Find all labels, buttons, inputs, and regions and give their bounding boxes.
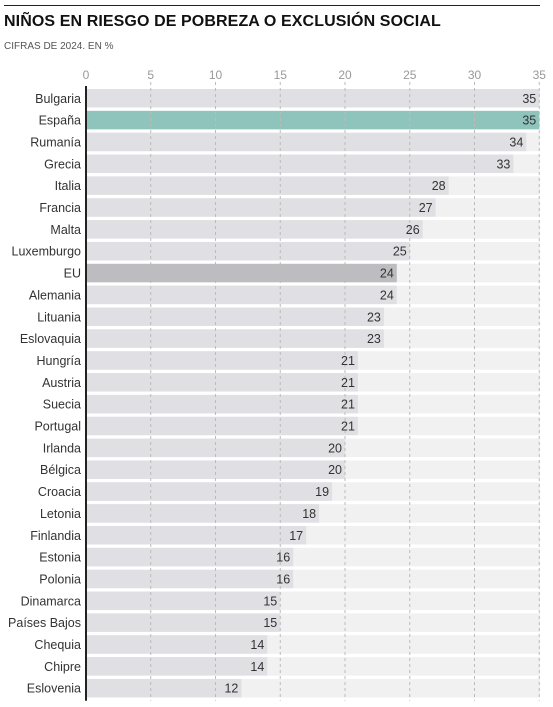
category-label: Rumanía xyxy=(30,135,81,149)
x-tick-label: 35 xyxy=(533,68,547,82)
bar xyxy=(86,329,384,348)
value-label: 20 xyxy=(328,441,342,455)
bar xyxy=(86,657,268,676)
value-label: 15 xyxy=(263,616,277,630)
category-label: Dinamarca xyxy=(21,594,81,608)
value-label: 35 xyxy=(522,114,536,128)
category-label: Alemania xyxy=(29,288,81,302)
value-label: 35 xyxy=(522,92,536,106)
bar xyxy=(86,591,281,611)
category-label: Lituania xyxy=(37,310,81,324)
value-label: 17 xyxy=(289,529,303,543)
chart-subtitle: CIFRAS DE 2024. EN % xyxy=(4,41,114,52)
bar xyxy=(86,285,397,305)
category-label: Irlanda xyxy=(43,441,81,455)
bar xyxy=(86,154,514,174)
value-label: 20 xyxy=(328,463,342,477)
category-label: EU xyxy=(64,267,81,281)
category-label: Francia xyxy=(39,201,81,215)
category-label: Polonia xyxy=(39,572,81,586)
category-label: Eslovaquia xyxy=(20,332,81,346)
category-label: Italia xyxy=(55,179,81,193)
bar xyxy=(86,110,540,130)
bar xyxy=(86,678,242,698)
value-label: 16 xyxy=(276,551,290,565)
value-label: 14 xyxy=(250,638,264,652)
category-label: Austria xyxy=(42,376,81,390)
x-tick-label: 0 xyxy=(83,68,90,82)
category-label: Luxemburgo xyxy=(12,245,82,259)
category-label: Estonia xyxy=(39,551,81,565)
category-label: Eslovenia xyxy=(27,682,81,696)
x-tick-label: 5 xyxy=(147,68,154,82)
category-label: Hungría xyxy=(37,354,82,368)
category-label: Suecia xyxy=(43,398,81,412)
category-label: Bélgica xyxy=(40,463,81,477)
value-label: 21 xyxy=(341,420,355,434)
value-label: 24 xyxy=(380,267,394,281)
bar xyxy=(86,460,345,479)
category-label: Croacia xyxy=(38,485,81,499)
bar xyxy=(86,547,294,567)
value-label: 26 xyxy=(406,223,420,237)
category-label: Malta xyxy=(50,223,81,237)
value-label: 34 xyxy=(509,135,523,149)
bar xyxy=(86,373,358,392)
bar xyxy=(86,132,527,152)
value-label: 12 xyxy=(224,682,238,696)
category-label: España xyxy=(39,114,81,128)
top-rule xyxy=(4,5,540,6)
category-label: Portugal xyxy=(34,420,81,434)
bar xyxy=(86,176,449,195)
value-label: 28 xyxy=(432,179,446,193)
value-label: 15 xyxy=(263,594,277,608)
value-label: 21 xyxy=(341,398,355,412)
bar xyxy=(86,198,436,217)
category-label: Grecia xyxy=(44,157,81,171)
bar xyxy=(86,394,358,414)
value-label: 21 xyxy=(341,376,355,390)
bar xyxy=(86,263,397,283)
bar xyxy=(86,504,320,523)
bar xyxy=(86,220,423,239)
bar xyxy=(86,482,333,501)
value-label: 33 xyxy=(496,157,510,171)
x-tick-label: 30 xyxy=(468,68,482,82)
bar xyxy=(86,613,281,632)
value-label: 24 xyxy=(380,288,394,302)
value-label: 19 xyxy=(315,485,329,499)
category-label: Letonia xyxy=(40,507,81,521)
value-label: 23 xyxy=(367,332,381,346)
category-label: Países Bajos xyxy=(8,616,81,630)
bar xyxy=(86,635,268,654)
value-label: 21 xyxy=(341,354,355,368)
category-label: Finlandia xyxy=(30,529,81,543)
chart-title: NIÑOS EN RIESGO DE POBREZA O EXCLUSIÓN S… xyxy=(4,13,441,30)
bar xyxy=(86,241,410,261)
bar xyxy=(86,351,358,370)
value-label: 16 xyxy=(276,572,290,586)
value-label: 14 xyxy=(250,660,264,674)
value-label: 25 xyxy=(393,245,407,259)
bar xyxy=(86,569,294,589)
bar xyxy=(86,89,540,108)
x-tick-label: 15 xyxy=(274,68,288,82)
x-tick-label: 20 xyxy=(338,68,352,82)
x-tick-label: 25 xyxy=(403,68,417,82)
bar xyxy=(86,416,358,436)
bar xyxy=(86,526,307,545)
category-label: Bulgaria xyxy=(35,92,81,106)
value-label: 23 xyxy=(367,310,381,324)
bar xyxy=(86,307,384,326)
value-label: 18 xyxy=(302,507,316,521)
category-label: Chipre xyxy=(44,660,81,674)
x-tick-label: 10 xyxy=(209,68,223,82)
category-label: Chequia xyxy=(34,638,81,652)
value-label: 27 xyxy=(419,201,433,215)
